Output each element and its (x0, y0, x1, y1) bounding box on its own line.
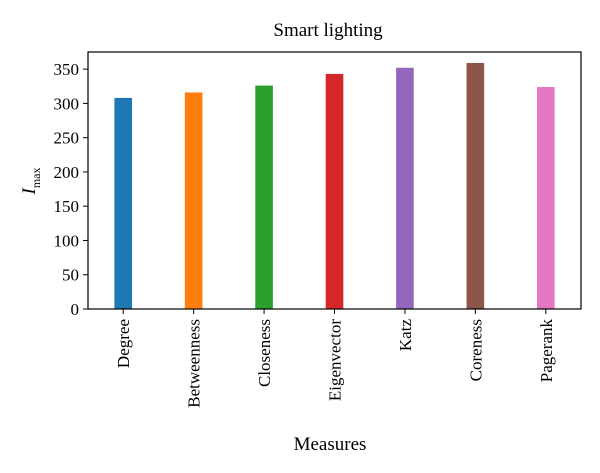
bar-betweenness (184, 92, 203, 310)
x-tick-label: Closeness (255, 319, 274, 387)
bar-closeness (255, 85, 273, 309)
bar-pagerank (536, 86, 555, 309)
y-tick-label: 50 (62, 266, 79, 285)
y-tick-label: 350 (54, 60, 80, 79)
plot-frame (87, 51, 582, 310)
x-tick-label: Eigenvector (326, 319, 345, 401)
x-tick-label: Pagerank (537, 319, 556, 383)
x-tick-label: Katz (396, 319, 415, 352)
bar-katz (396, 67, 414, 309)
y-tick-label: 100 (54, 231, 80, 250)
x-tick-label: Betweenness (185, 319, 204, 408)
y-axis-label-main: I (19, 187, 40, 196)
x-axis-label: Measures (294, 434, 367, 455)
y-axis-ticks: 0 50 100 150 200 250 300 350 (54, 60, 88, 319)
y-axis-label: Imax (19, 168, 43, 196)
chart-title: Smart lighting (273, 20, 383, 41)
bar-coreness (466, 62, 485, 309)
bars-group (114, 62, 555, 310)
y-tick-label: 150 (54, 197, 80, 216)
y-tick-label: 200 (54, 163, 80, 182)
x-tick-label: Coreness (466, 319, 485, 381)
y-tick-label: 300 (54, 94, 80, 113)
bar-degree (114, 97, 133, 309)
y-tick-label: 250 (54, 129, 80, 148)
y-axis-label-subscript: max (29, 168, 43, 189)
x-axis-ticks: Degree Betweenness Closeness Eigenvector Kat… (114, 309, 556, 408)
y-tick-label: 0 (71, 300, 80, 319)
x-tick-label: Degree (114, 319, 133, 368)
bar-eigenvector (325, 73, 344, 310)
